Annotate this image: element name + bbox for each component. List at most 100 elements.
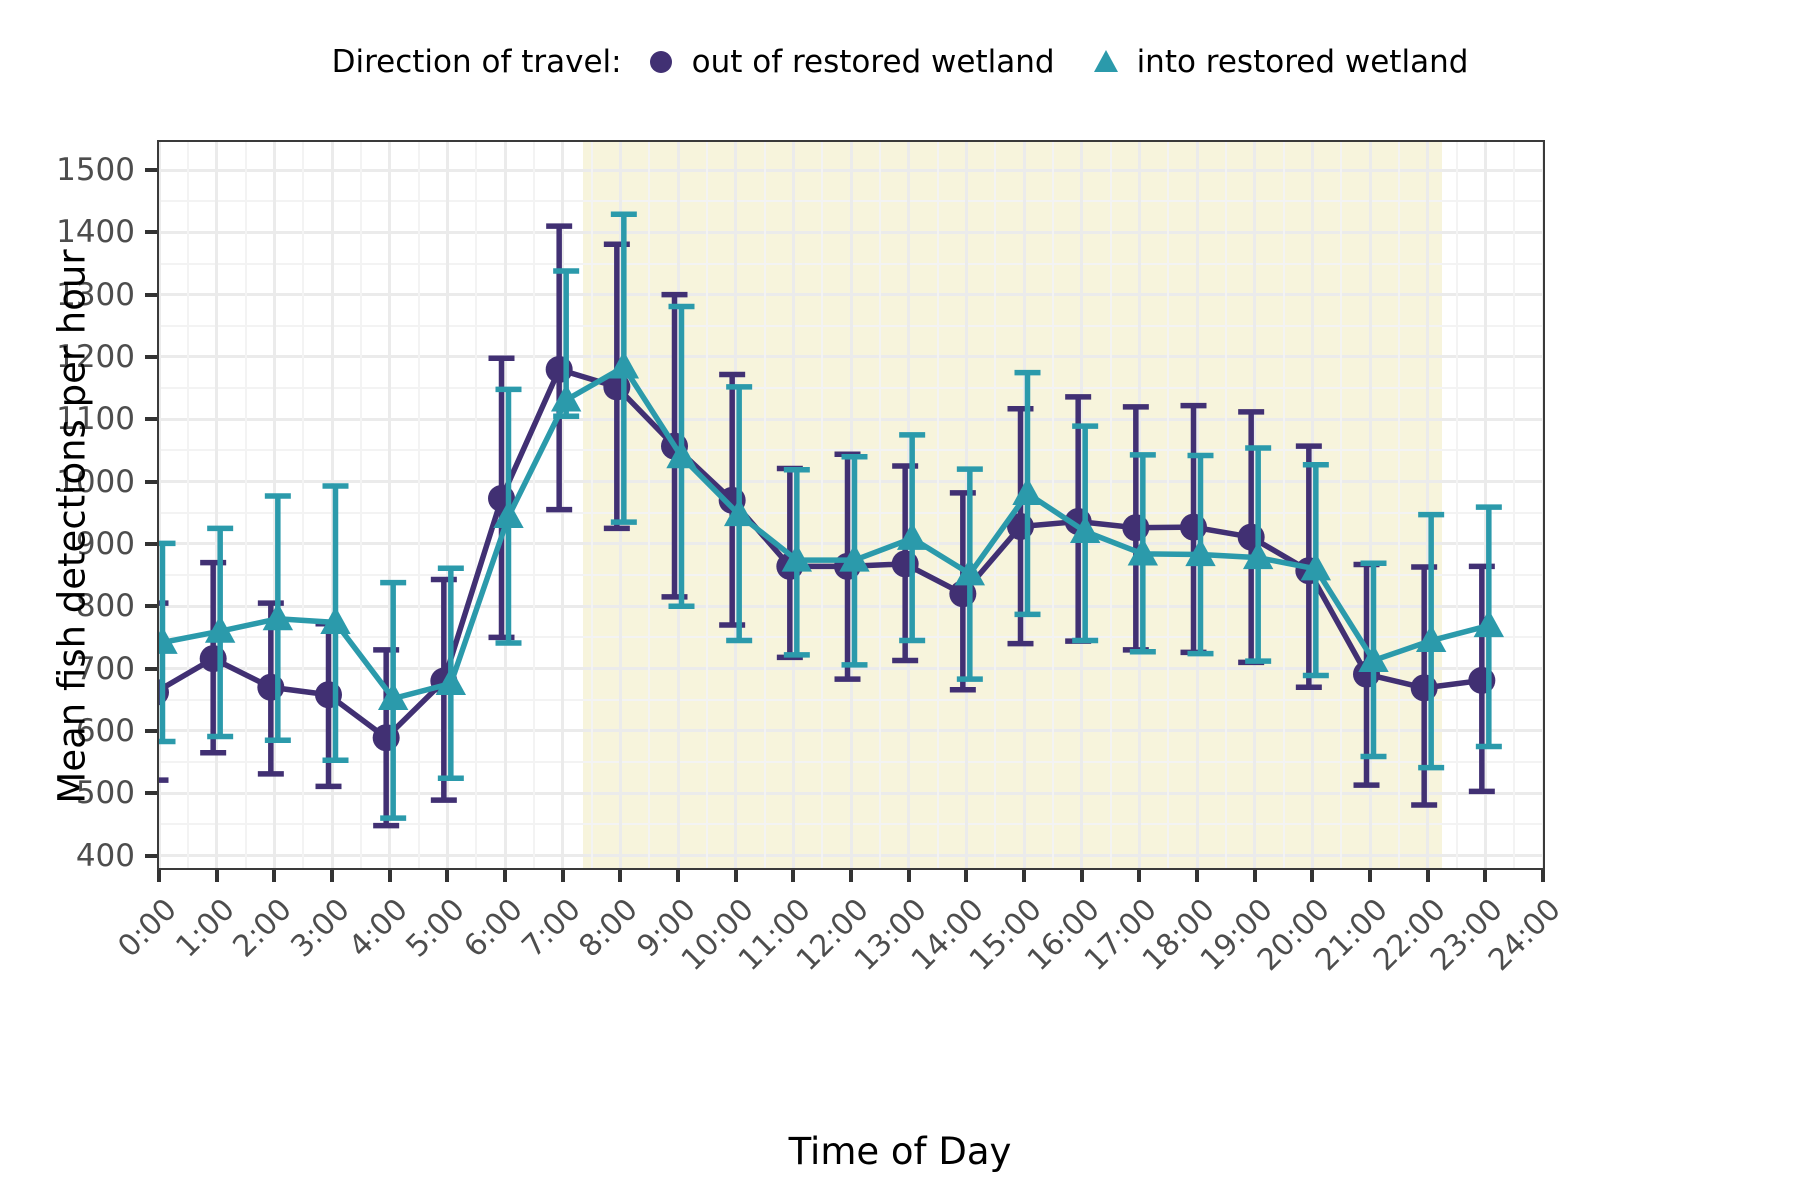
x-tick-mark: [1022, 870, 1026, 882]
y-tick-mark: [145, 666, 157, 671]
gridline-vertical-minor: [705, 142, 708, 868]
gridline-vertical: [1195, 142, 1199, 868]
y-tick-label: 900: [75, 525, 135, 562]
data-point-triangle[interactable]: [1012, 477, 1043, 505]
y-tick-mark: [145, 853, 157, 858]
data-point-triangle[interactable]: [377, 682, 409, 711]
gridline-vertical: [330, 142, 334, 868]
gridline-vertical-minor: [302, 142, 305, 868]
data-point-triangle[interactable]: [1300, 552, 1332, 581]
gridline-vertical-minor: [475, 142, 478, 868]
plot-panel-inner: [159, 142, 1543, 868]
data-point-triangle[interactable]: [608, 350, 640, 379]
x-tick-mark: [1252, 870, 1257, 882]
gridline-vertical: [272, 142, 276, 868]
series-layer: [157, 211, 1505, 829]
gridline-vertical-minor: [186, 142, 189, 868]
gridline-vertical: [1310, 142, 1314, 868]
gridline-vertical-minor: [994, 142, 997, 868]
y-tick-label: 1500: [56, 152, 135, 189]
gridline-vertical-minor: [648, 142, 651, 868]
gridline-vertical-minor: [532, 142, 535, 868]
data-point-triangle[interactable]: [493, 500, 524, 529]
gridline-vertical-minor: [244, 142, 247, 868]
data-point-triangle[interactable]: [1358, 644, 1389, 673]
gridline-vertical-minor: [590, 142, 593, 868]
gridline-vertical-minor: [1455, 142, 1458, 868]
gridline-vertical: [1137, 142, 1141, 868]
gridline-vertical-minor: [1397, 142, 1400, 868]
legend-label-into: into restored wetland: [1136, 44, 1469, 80]
gridline-vertical-minor: [359, 142, 362, 868]
gridline-vertical-minor: [763, 142, 766, 868]
gridline-vertical-minor: [821, 142, 824, 868]
legend-label-out: out of restored wetland: [691, 44, 1055, 80]
data-point-triangle[interactable]: [896, 522, 928, 550]
gridline-vertical: [849, 142, 853, 868]
series-into-restored-wetland: [157, 211, 1505, 821]
x-tick-mark: [676, 870, 680, 882]
gridline-vertical: [561, 142, 565, 868]
x-tick-mark: [157, 870, 161, 882]
x-tick-mark: [214, 870, 219, 882]
y-tick-mark: [145, 168, 157, 173]
y-tick-label: 600: [75, 712, 135, 749]
x-tick-mark: [445, 870, 450, 882]
data-point-triangle[interactable]: [781, 544, 813, 572]
gridline-vertical: [676, 142, 680, 868]
x-tick-mark: [1541, 870, 1545, 882]
gridline-vertical-minor: [417, 142, 420, 868]
gridline-vertical-minor: [878, 142, 881, 868]
data-point-triangle[interactable]: [1069, 515, 1101, 544]
y-tick-mark: [145, 417, 157, 422]
legend-item-out-of-restored-wetland[interactable]: out of restored wetland: [644, 44, 1055, 80]
data-point-triangle[interactable]: [954, 557, 986, 586]
y-tick-mark: [145, 728, 157, 733]
y-tick-mark: [145, 541, 157, 546]
data-point-triangle[interactable]: [1473, 609, 1505, 638]
y-tick-label: 1000: [56, 463, 135, 500]
gridline-vertical: [618, 142, 622, 868]
gridline-vertical: [1080, 142, 1084, 868]
data-point-triangle[interactable]: [435, 667, 467, 696]
x-tick-mark: [272, 870, 277, 882]
y-tick-mark: [145, 604, 157, 609]
y-tick-mark: [145, 479, 157, 484]
gridline-vertical: [964, 142, 968, 868]
triangle-marker-icon: [1089, 45, 1123, 79]
data-point-triangle[interactable]: [1127, 537, 1159, 566]
gridline-vertical-minor: [936, 142, 939, 868]
y-axis-title: Mean fish detections per hour: [50, 249, 94, 804]
gridline-vertical: [1426, 142, 1430, 868]
x-tick-mark: [387, 870, 392, 882]
x-tick-mark: [964, 870, 969, 882]
x-tick-mark: [849, 870, 853, 882]
x-tick-mark: [1079, 870, 1084, 882]
series-line: [159, 366, 1483, 742]
gridline-vertical: [1022, 142, 1026, 868]
gridline-vertical: [1253, 142, 1257, 868]
data-point-triangle[interactable]: [723, 498, 755, 527]
data-point-triangle[interactable]: [320, 606, 351, 634]
x-tick-mark: [906, 870, 911, 882]
y-tick-label: 700: [75, 650, 135, 687]
y-tick-mark: [145, 354, 157, 359]
y-tick-mark: [145, 292, 157, 297]
data-point-triangle[interactable]: [666, 440, 697, 469]
data-point-triangle[interactable]: [839, 544, 870, 572]
data-point-triangle[interactable]: [157, 626, 178, 654]
data-point-triangle[interactable]: [204, 615, 236, 643]
chart-legend: Direction of travel: out of restored wet…: [0, 34, 1800, 90]
y-tick-label: 1100: [56, 401, 135, 438]
data-point-triangle[interactable]: [262, 602, 294, 631]
gridline-vertical-minor: [1051, 142, 1054, 868]
x-tick-mark: [560, 870, 565, 882]
y-tick-label: 1200: [56, 338, 135, 375]
gridline-vertical-minor: [1340, 142, 1343, 868]
data-point-triangle[interactable]: [1242, 541, 1274, 570]
data-point-triangle[interactable]: [1185, 538, 1216, 567]
data-point-triangle[interactable]: [550, 383, 582, 412]
data-point-triangle[interactable]: [1415, 624, 1447, 653]
legend-item-into-restored-wetland[interactable]: into restored wetland: [1089, 44, 1469, 80]
